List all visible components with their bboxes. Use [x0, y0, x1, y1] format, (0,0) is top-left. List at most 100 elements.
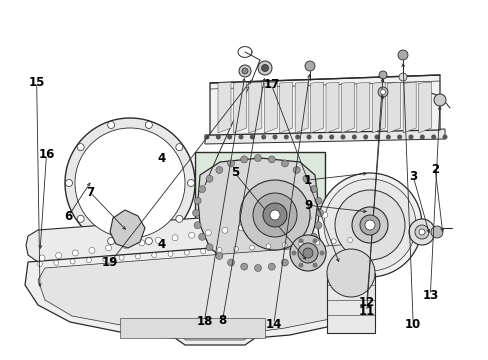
Polygon shape	[248, 82, 261, 133]
Polygon shape	[75, 128, 184, 238]
Text: 15: 15	[28, 76, 45, 89]
Circle shape	[293, 166, 300, 174]
Circle shape	[217, 248, 222, 253]
Circle shape	[200, 249, 205, 254]
Circle shape	[240, 263, 247, 270]
Circle shape	[261, 135, 265, 140]
Circle shape	[39, 255, 45, 261]
Circle shape	[298, 263, 303, 267]
Circle shape	[374, 135, 379, 140]
Circle shape	[312, 238, 317, 243]
Circle shape	[249, 135, 254, 140]
Circle shape	[397, 50, 407, 60]
Circle shape	[317, 173, 421, 277]
Circle shape	[122, 242, 128, 248]
Circle shape	[377, 87, 387, 97]
Polygon shape	[295, 82, 307, 133]
Circle shape	[107, 238, 114, 244]
Circle shape	[433, 94, 445, 106]
Circle shape	[314, 240, 319, 245]
Text: 13: 13	[421, 289, 438, 302]
Circle shape	[119, 255, 124, 260]
Circle shape	[139, 240, 144, 246]
Circle shape	[105, 245, 111, 251]
Text: 4: 4	[157, 152, 165, 165]
Circle shape	[155, 237, 161, 243]
Circle shape	[198, 186, 205, 193]
Bar	[326, 273, 374, 333]
Circle shape	[194, 222, 201, 229]
Text: 9: 9	[304, 199, 311, 212]
Circle shape	[89, 247, 95, 253]
Circle shape	[314, 222, 321, 229]
Circle shape	[215, 135, 221, 140]
Circle shape	[188, 232, 194, 238]
Circle shape	[354, 207, 360, 213]
Circle shape	[310, 233, 317, 240]
Circle shape	[305, 215, 310, 221]
Circle shape	[306, 135, 311, 140]
Circle shape	[239, 65, 250, 77]
Polygon shape	[371, 82, 385, 133]
Circle shape	[418, 229, 424, 235]
Polygon shape	[325, 82, 338, 133]
Polygon shape	[264, 82, 277, 133]
Circle shape	[65, 180, 72, 186]
Circle shape	[305, 61, 314, 71]
Circle shape	[102, 256, 107, 261]
Circle shape	[289, 235, 325, 271]
Text: 1: 1	[304, 174, 311, 186]
Circle shape	[314, 197, 321, 204]
Circle shape	[324, 179, 415, 271]
Polygon shape	[25, 237, 374, 345]
Circle shape	[291, 251, 296, 256]
Text: 8: 8	[218, 314, 226, 327]
Circle shape	[317, 135, 322, 140]
Circle shape	[192, 210, 199, 216]
Circle shape	[205, 230, 211, 236]
Circle shape	[204, 135, 209, 140]
Polygon shape	[356, 82, 369, 133]
Circle shape	[385, 135, 390, 140]
Circle shape	[268, 156, 275, 163]
Circle shape	[261, 64, 268, 72]
Circle shape	[442, 135, 447, 140]
Text: 14: 14	[265, 318, 282, 330]
Circle shape	[265, 244, 270, 249]
Text: 6: 6	[64, 210, 72, 222]
Bar	[195, 152, 325, 277]
Circle shape	[242, 68, 247, 74]
Circle shape	[281, 259, 288, 266]
Polygon shape	[233, 82, 246, 133]
Polygon shape	[65, 118, 195, 248]
Circle shape	[363, 135, 367, 140]
Circle shape	[255, 222, 261, 228]
Circle shape	[254, 265, 261, 271]
Circle shape	[198, 233, 205, 240]
Circle shape	[303, 175, 309, 182]
Circle shape	[254, 154, 261, 162]
Polygon shape	[209, 75, 439, 135]
Circle shape	[408, 219, 434, 245]
Circle shape	[145, 121, 152, 129]
Circle shape	[240, 180, 309, 250]
Polygon shape	[204, 129, 444, 144]
Circle shape	[378, 71, 386, 79]
Circle shape	[380, 90, 385, 95]
Circle shape	[407, 135, 413, 140]
Circle shape	[194, 197, 201, 204]
Circle shape	[293, 252, 300, 260]
Circle shape	[205, 244, 213, 251]
Circle shape	[145, 238, 152, 244]
Circle shape	[340, 135, 345, 140]
Polygon shape	[110, 210, 145, 248]
Polygon shape	[341, 82, 354, 133]
Circle shape	[151, 253, 156, 258]
Circle shape	[351, 207, 387, 243]
Circle shape	[238, 225, 244, 231]
Circle shape	[172, 235, 178, 241]
Circle shape	[326, 249, 374, 297]
Circle shape	[398, 73, 406, 81]
Circle shape	[359, 215, 379, 235]
Polygon shape	[26, 206, 369, 262]
